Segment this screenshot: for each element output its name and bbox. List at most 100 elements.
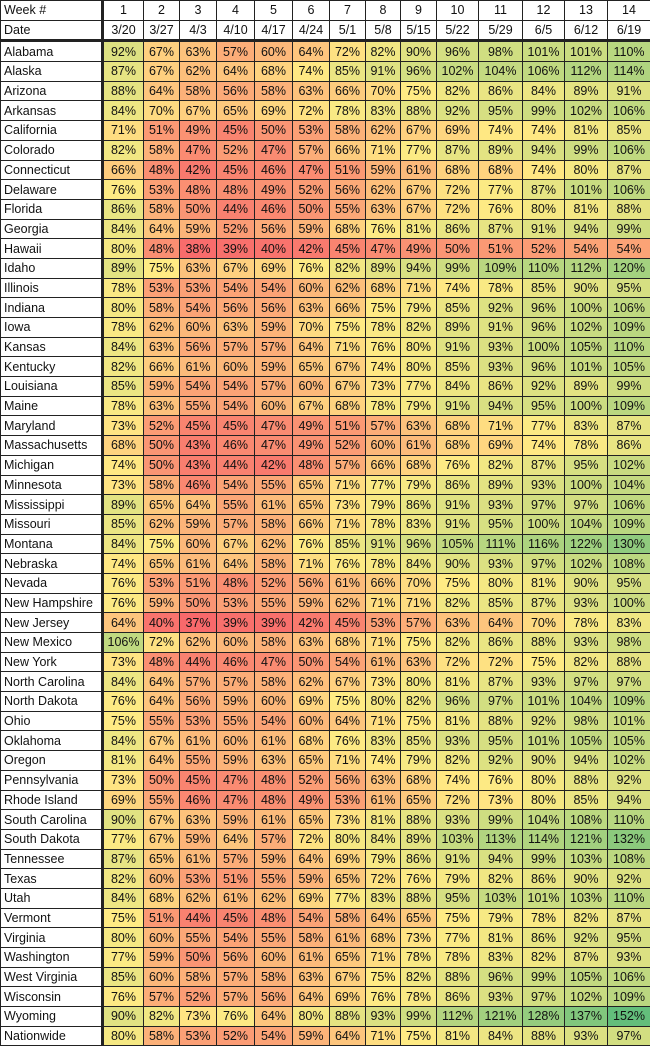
heatmap-cell: 42% (179, 159, 217, 181)
heatmap-cell: 71% (365, 139, 401, 161)
heatmap-cell: 92% (522, 376, 565, 397)
row-label: Nebraska (0, 553, 104, 574)
heatmap-cell: 62% (254, 887, 293, 909)
heatmap-cell: 50% (179, 198, 217, 220)
heatmap-cell: 52% (292, 179, 330, 200)
heatmap-cell: 109% (607, 317, 650, 338)
heatmap-cell: 52% (522, 238, 565, 259)
heatmap-cell: 46% (254, 159, 293, 181)
heatmap-cell: 61% (179, 848, 217, 870)
heatmap-cell: 38% (179, 238, 217, 259)
table-row: Nevada 76% 53% 51% 48% 52% 56% 61% 66% 70% 75% 80% 8… (0, 572, 650, 594)
table-row: South Dakota 77% 67% 59% 64% 57% 72% 80% 84% 89% 1… (0, 828, 650, 850)
heatmap-cell: 76% (400, 868, 437, 889)
heatmap-cell: 73% (102, 769, 144, 791)
heatmap-cell: 87% (522, 454, 565, 476)
heatmap-cell: 55% (254, 474, 293, 496)
heatmap-cell: 47% (216, 769, 255, 791)
row-label: Maine (0, 395, 104, 417)
heatmap-cell: 79% (365, 848, 401, 870)
heatmap-cell: 96% (522, 317, 565, 338)
heatmap-cell: 105% (564, 730, 608, 752)
heatmap-cell: 57% (216, 671, 255, 693)
heatmap-cell: 106% (102, 632, 144, 653)
heatmap-cell: 97% (607, 1025, 650, 1046)
table-row: Iowa 78% 62% 60% 63% 59% 70% 75% 78% 82% 89% 91% 96%… (0, 317, 650, 338)
heatmap-cell: 87% (564, 947, 608, 968)
table-row: Montana 84% 75% 60% 67% 62% 76% 85% 91% 96% 105% 11… (0, 533, 650, 555)
heatmap-cell: 71% (292, 553, 330, 574)
heatmap-cell: 82% (102, 868, 144, 889)
heatmap-cell: 57% (216, 986, 255, 1008)
heatmap-cell: 56% (254, 986, 293, 1008)
heatmap-cell: 57% (292, 139, 330, 161)
heatmap-cell: 46% (179, 789, 217, 811)
heatmap-cell: 77% (400, 139, 437, 161)
heatmap-cell: 111% (478, 533, 523, 555)
heatmap-cell: 64% (143, 750, 180, 771)
row-label: Minnesota (0, 474, 104, 496)
heatmap-cell: 67% (143, 61, 180, 82)
heatmap-cell: 64% (292, 336, 330, 358)
heatmap-cell: 51% (143, 120, 180, 141)
heatmap-cell: 59% (292, 1025, 330, 1046)
heatmap-cell: 54% (292, 907, 330, 929)
heatmap-cell: 90% (102, 809, 144, 830)
heatmap-cell: 81% (478, 927, 523, 948)
heatmap-cell: 92% (478, 750, 523, 771)
heatmap-cell: 82% (102, 139, 144, 161)
heatmap-cell: 82% (143, 1006, 180, 1027)
week-number: 12 (522, 0, 565, 21)
heatmap-cell: 73% (329, 494, 366, 515)
heatmap-cell: 93% (564, 592, 608, 614)
row-label: North Dakota (0, 691, 104, 712)
heatmap-cell: 74% (102, 454, 144, 476)
heatmap-cell: 58% (329, 120, 366, 141)
heatmap-cell: 86% (436, 474, 479, 496)
heatmap-cell: 71% (329, 750, 366, 771)
heatmap-cell: 53% (292, 120, 330, 141)
heatmap-cell: 72% (436, 651, 479, 673)
table-row: Wyoming 90% 82% 73% 76% 64% 80% 88% 93% 99% 112% 12… (0, 1006, 650, 1027)
heatmap-cell: 81% (522, 572, 565, 594)
heatmap-cell: 60% (143, 927, 180, 948)
heatmap-cell: 78% (102, 395, 144, 417)
heatmap-cell: 94% (607, 789, 650, 811)
heatmap-cell: 100% (607, 592, 650, 614)
heatmap-cell: 76% (478, 198, 523, 220)
heatmap-cell: 61% (365, 651, 401, 673)
heatmap-cell: 66% (292, 513, 330, 535)
heatmap-cell: 90% (102, 1006, 144, 1027)
heatmap-cell: 61% (400, 159, 437, 181)
heatmap-cell: 67% (292, 395, 330, 417)
heatmap-cell: 99% (607, 218, 650, 240)
heatmap-cell: 45% (329, 612, 366, 633)
heatmap-cell: 73% (329, 809, 366, 830)
table-row: Virginia 80% 60% 55% 54% 55% 58% 61% 68% 73% 77% 81… (0, 927, 650, 948)
table-row: Delaware 76% 53% 48% 48% 49% 52% 56% 62% 67% 72% 77… (0, 179, 650, 200)
heatmap-cell: 57% (329, 454, 366, 476)
heatmap-cell: 102% (607, 750, 650, 771)
heatmap-cell: 105% (436, 533, 479, 555)
heatmap-cell: 65% (143, 553, 180, 574)
heatmap-cell: 71% (400, 592, 437, 614)
heatmap-cell: 74% (436, 277, 479, 299)
heatmap-cell: 67% (143, 40, 180, 63)
heatmap-cell: 103% (564, 848, 608, 870)
heatmap-cell: 76% (292, 533, 330, 555)
heatmap-cell: 86% (436, 986, 479, 1008)
date-label: 4/10 (216, 19, 255, 43)
heatmap-cell: 93% (478, 553, 523, 574)
heatmap-cell: 74% (102, 553, 144, 574)
heatmap-cell: 57% (179, 671, 217, 693)
heatmap-cell: 64% (216, 828, 255, 850)
week-number: 10 (436, 0, 479, 21)
heatmap-cell: 67% (143, 828, 180, 850)
date-label: 5/29 (478, 19, 523, 43)
table-row: Maine 78% 63% 55% 54% 60% 67% 68% 78% 79% 91% 94% 95… (0, 395, 650, 417)
date-label: 5/22 (436, 19, 479, 43)
heatmap-cell: 106% (607, 179, 650, 200)
heatmap-cell: 75% (143, 257, 180, 279)
heatmap-cell: 53% (179, 868, 217, 889)
heatmap-cell: 52% (216, 139, 255, 161)
